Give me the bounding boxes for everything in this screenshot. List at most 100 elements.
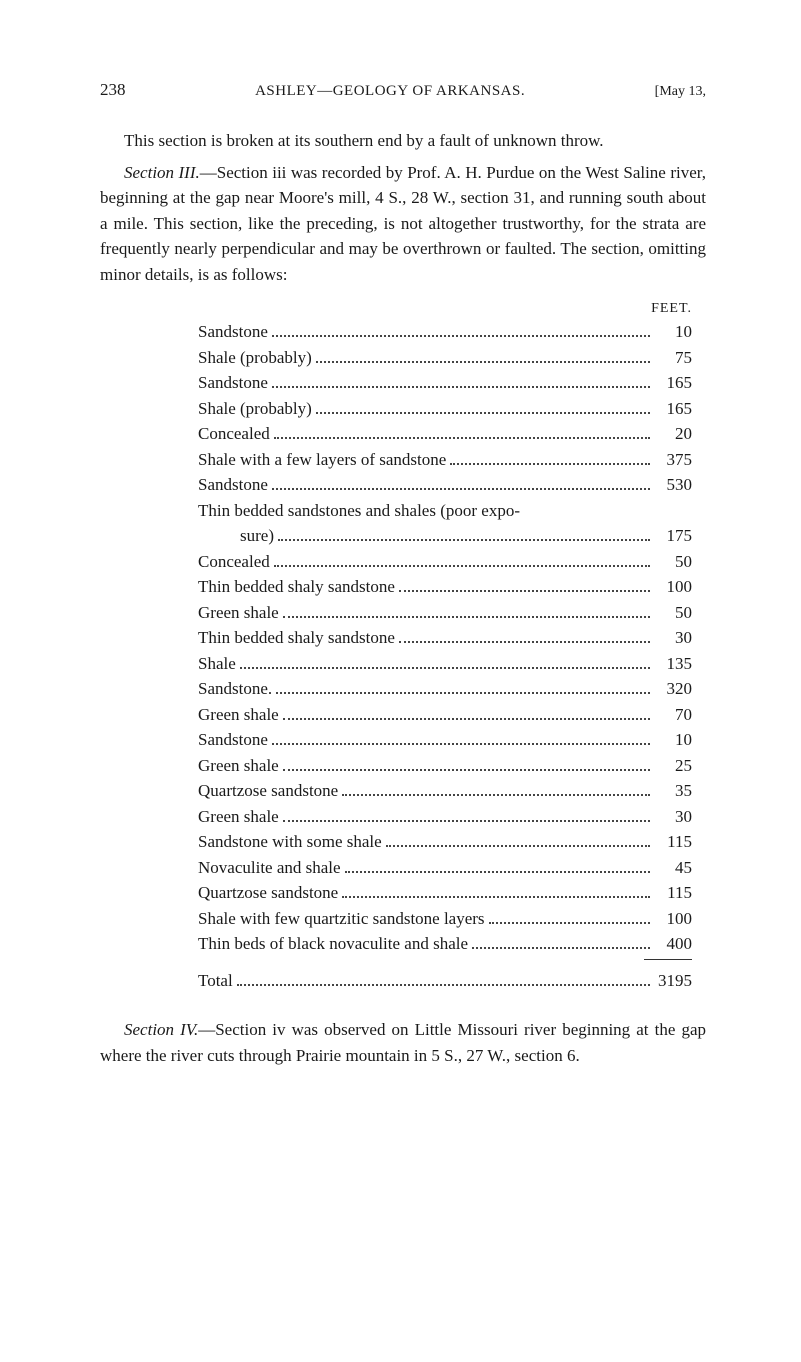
entry-value: 115 [654,829,692,855]
entry-row: Shale 135 [100,651,706,677]
entry-label: Thin bedded shaly sandstone [198,574,395,600]
paragraph-2: Section III.—Section iii was recorded by… [100,160,706,288]
entry-value: 100 [654,906,692,932]
entry-value: 30 [654,625,692,651]
entry-row: Green shale25 [100,753,706,779]
entry-row: Thin bedded shaly sandstone 100 [100,574,706,600]
entry-label: Quartzose sandstone [198,778,338,804]
entry-label: Sandstone. [198,676,272,702]
entry-row: Concealed 20 [100,421,706,447]
leader-dots [237,984,650,986]
entry-value: 165 [654,370,692,396]
entry-value: 70 [654,702,692,728]
entry-label: Shale [198,651,236,677]
entry-value: 375 [654,447,692,473]
entry-row: Shale with few quartzitic sandstone laye… [100,906,706,932]
entry-label: Sandstone [198,319,268,345]
entry-value: 35 [654,778,692,804]
leader-dots [489,922,650,924]
section-iv-paragraph: Section IV.—Section iv was observed on L… [100,1017,706,1068]
leader-dots [274,437,650,439]
entry-label: Concealed [198,549,270,575]
entry-value: 30 [654,804,692,830]
entry-row: Sandstone 165 [100,370,706,396]
header-date: [May 13, [655,84,706,100]
entry-value: 115 [654,880,692,906]
paragraph-1: This section is broken at its southern e… [100,128,706,154]
entry-label: Sandstone with some shale [198,829,382,855]
leader-dots [283,820,650,822]
entry-row: Sandstone10 [100,727,706,753]
entry-value: 320 [654,676,692,702]
entry-value: 530 [654,472,692,498]
entry-label: Thin bedded shaly sandstone [198,625,395,651]
entry-value: 25 [654,753,692,779]
leader-dots [316,361,650,363]
leader-dots [450,463,650,465]
entry-value: 10 [654,319,692,345]
entry-label: Concealed [198,421,270,447]
section-iii-label: Section III. [124,163,200,182]
entry-value: 400 [654,931,692,957]
entry-row: Green shale 50 [100,600,706,626]
leader-dots [278,539,650,541]
entry-row: Shale with a few layers of sandstone 375 [100,447,706,473]
entry-label: Shale with few quartzitic sandstone laye… [198,906,485,932]
leader-dots [283,718,650,720]
leader-dots [342,896,650,898]
leader-dots [272,335,650,337]
entry-row: sure) 175 [100,523,706,549]
entry-label: Shale with a few layers of sandstone [198,447,446,473]
entry-row: Novaculite and shale 45 [100,855,706,881]
leader-dots [283,616,650,618]
entry-value: 45 [654,855,692,881]
entry-row: Thin bedded sandstones and shales (poor … [100,498,706,524]
entry-row: Thin beds of black novaculite and shale 4… [100,931,706,957]
entries-list: Sandstone10Shale (probably)75Sandstone16… [100,319,706,957]
total-value: 3195 [654,968,692,994]
entry-label: Sandstone [198,370,268,396]
page-number: 238 [100,80,126,100]
leader-dots [276,692,650,694]
entry-label: Sandstone [198,727,268,753]
entry-row: Green shale 70 [100,702,706,728]
feet-label: FEET. [198,301,692,317]
entry-row: Sandstone with some shale 115 [100,829,706,855]
entry-row: Sandstone 530 [100,472,706,498]
leader-dots [283,769,650,771]
entry-label: Thin bedded sandstones and shales (poor … [198,498,520,524]
entry-value: 175 [654,523,692,549]
entry-label: Quartzose sandstone [198,880,338,906]
leader-dots [399,641,650,643]
entry-value: 20 [654,421,692,447]
leader-dots [274,565,650,567]
entry-label: sure) [240,523,274,549]
entry-row: Shale (probably)165 [100,396,706,422]
entry-label: Green shale [198,600,279,626]
leader-dots [472,947,650,949]
entry-row: Quartzose sandstone 115 [100,880,706,906]
entry-row: Shale (probably)75 [100,345,706,371]
entry-label: Thin beds of black novaculite and shale [198,931,468,957]
leader-dots [272,386,650,388]
leader-dots [316,412,650,414]
entry-label: Green shale [198,702,279,728]
leader-dots [272,488,650,490]
leader-dots [345,871,650,873]
entry-value: 50 [654,549,692,575]
page-header: 238 ASHLEY—GEOLOGY OF ARKANSAS. [May 13, [100,80,706,100]
entry-label: Sandstone [198,472,268,498]
total-rule [644,959,692,960]
entry-row: Thin bedded shaly sandstone 30 [100,625,706,651]
entry-row: Sandstone 10 [100,319,706,345]
entry-row: Concealed 50 [100,549,706,575]
total-label: Total [198,968,233,994]
entry-row: Sandstone. 320 [100,676,706,702]
entry-value: 100 [654,574,692,600]
entry-value: 135 [654,651,692,677]
entry-value: 75 [654,345,692,371]
header-title: ASHLEY—GEOLOGY OF ARKANSAS. [255,83,525,100]
entry-value: 50 [654,600,692,626]
entry-label: Novaculite and shale [198,855,341,881]
entry-row: Green shale30 [100,804,706,830]
